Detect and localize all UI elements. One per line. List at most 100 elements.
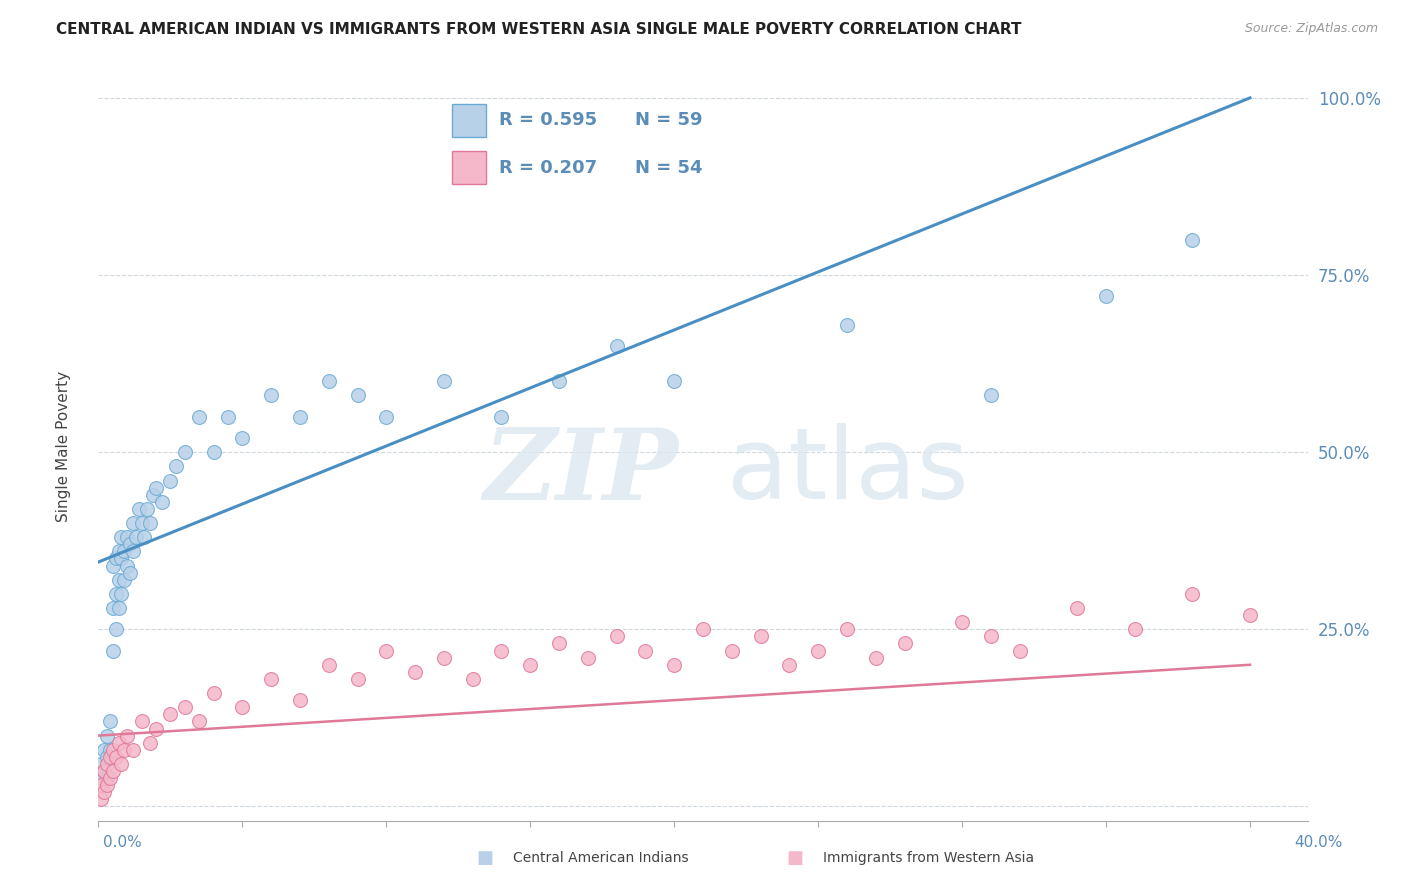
Point [98, 743, 121, 757]
Point [122, 544, 145, 558]
Point [433, 374, 456, 388]
Point [835, 318, 858, 332]
Point [93, 764, 115, 778]
Point [96, 750, 118, 764]
Point [778, 657, 800, 672]
Point [1181, 587, 1204, 601]
Point [128, 501, 150, 516]
Point [188, 714, 211, 729]
Point [720, 643, 742, 657]
Text: Single Male Poverty: Single Male Poverty [56, 370, 70, 522]
Point [101, 764, 124, 778]
Text: Central American Indians: Central American Indians [513, 851, 689, 865]
Point [107, 573, 129, 587]
Text: 0.0%: 0.0% [103, 836, 142, 850]
Point [136, 501, 159, 516]
Point [112, 743, 135, 757]
Point [173, 700, 195, 714]
Point [93, 743, 115, 757]
Point [145, 481, 167, 495]
Point [159, 474, 181, 488]
Point [807, 643, 830, 657]
Point [98, 771, 121, 785]
Point [101, 743, 124, 757]
Point [90, 756, 112, 771]
Point [96, 771, 118, 785]
Point [231, 700, 253, 714]
Point [104, 750, 127, 764]
Point [1239, 608, 1261, 623]
Text: N = 59: N = 59 [634, 112, 702, 129]
Point [96, 756, 118, 771]
Point [548, 636, 571, 650]
Point [606, 339, 628, 353]
Point [260, 388, 283, 402]
Point [139, 736, 162, 750]
Point [110, 756, 132, 771]
Text: ■: ■ [786, 849, 803, 867]
Point [950, 615, 973, 630]
Point [104, 551, 127, 566]
Point [120, 537, 142, 551]
Point [288, 409, 311, 424]
Point [491, 643, 513, 657]
Point [375, 409, 398, 424]
Text: ZIP: ZIP [484, 424, 679, 520]
Point [115, 530, 138, 544]
Point [93, 785, 115, 799]
Point [107, 601, 129, 615]
Point [318, 374, 340, 388]
Point [260, 672, 283, 686]
Point [664, 657, 686, 672]
Point [606, 629, 628, 643]
Point [104, 623, 127, 637]
Point [231, 431, 253, 445]
Point [980, 388, 1002, 402]
Point [98, 714, 121, 729]
Point [107, 544, 129, 558]
Point [122, 743, 145, 757]
Point [101, 601, 124, 615]
Point [1008, 643, 1031, 657]
Point [173, 445, 195, 459]
Point [165, 459, 187, 474]
Point [112, 573, 135, 587]
Point [159, 707, 181, 722]
Point [110, 530, 132, 544]
Point [1066, 601, 1088, 615]
Point [115, 558, 138, 573]
Point [404, 665, 426, 679]
Point [134, 530, 156, 544]
Point [288, 693, 311, 707]
Point [1095, 289, 1118, 303]
Point [110, 587, 132, 601]
FancyBboxPatch shape [453, 104, 486, 136]
Point [835, 623, 858, 637]
Point [139, 516, 162, 530]
Point [96, 778, 118, 792]
Point [90, 778, 112, 792]
Text: Immigrants from Western Asia: Immigrants from Western Asia [823, 851, 1033, 865]
Point [110, 551, 132, 566]
Point [692, 623, 714, 637]
Point [1181, 233, 1204, 247]
Point [150, 495, 173, 509]
Point [188, 409, 211, 424]
Text: R = 0.207: R = 0.207 [499, 159, 596, 177]
Point [101, 558, 124, 573]
Point [865, 650, 887, 665]
Point [461, 672, 484, 686]
Point [634, 643, 657, 657]
Point [202, 445, 225, 459]
Text: atlas: atlas [727, 424, 969, 520]
Point [217, 409, 239, 424]
Point [122, 516, 145, 530]
Point [375, 643, 398, 657]
Point [131, 516, 153, 530]
Point [519, 657, 541, 672]
Text: CENTRAL AMERICAN INDIAN VS IMMIGRANTS FROM WESTERN ASIA SINGLE MALE POVERTY CORR: CENTRAL AMERICAN INDIAN VS IMMIGRANTS FR… [56, 22, 1022, 37]
Point [96, 729, 118, 743]
Point [101, 643, 124, 657]
Point [548, 374, 571, 388]
Point [125, 530, 148, 544]
